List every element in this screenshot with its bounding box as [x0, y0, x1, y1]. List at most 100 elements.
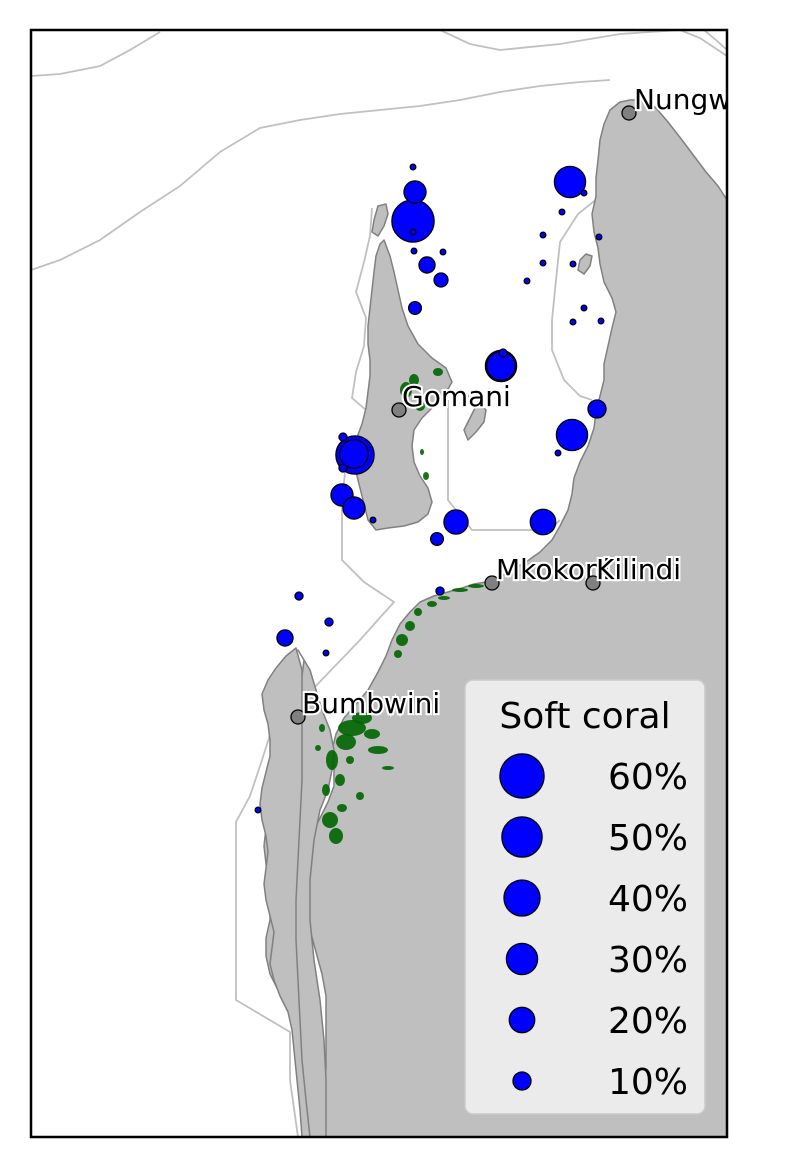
- legend-label: 20%: [608, 1001, 688, 1042]
- soft-coral-site-marker: [580, 304, 588, 312]
- soft-coral-site-marker: [254, 806, 262, 814]
- mangrove-patch: [452, 588, 468, 592]
- mangrove-patch: [356, 792, 364, 800]
- mangrove-patch: [329, 828, 343, 844]
- soft-coral-site-marker: [555, 418, 589, 452]
- town-label-kilindi: Kilindi: [596, 553, 681, 586]
- mangrove-patch: [468, 584, 484, 588]
- town-marker-gomani: [391, 402, 407, 418]
- legend-label: 50%: [608, 818, 688, 859]
- boundary-lines: [31, 30, 727, 1137]
- boundary-line: [235, 207, 396, 1137]
- soft-coral-site-marker: [338, 432, 348, 442]
- bumbwini-coast-strip: [259, 647, 311, 1137]
- soft-coral-site-marker: [553, 165, 587, 199]
- town-marker-nungwi: [621, 105, 637, 121]
- island-east-small: [577, 253, 593, 275]
- soft-coral-site-marker: [435, 586, 445, 596]
- mangrove-patch: [382, 766, 394, 770]
- mangrove-patch: [338, 720, 366, 736]
- soft-coral-site-marker: [523, 277, 531, 285]
- legend-marker: [501, 816, 543, 858]
- legend-label: 60%: [608, 757, 688, 798]
- legend-marker: [508, 1006, 536, 1034]
- soft-coral-site-marker: [409, 228, 417, 236]
- soft-coral-site-marker: [554, 449, 562, 457]
- mangrove-patch: [405, 621, 415, 631]
- mangrove-layer: [315, 368, 484, 844]
- mangrove-patch: [415, 401, 425, 411]
- soft-coral-site-marker: [569, 260, 577, 268]
- mangrove-patch: [337, 804, 347, 812]
- boundary-line: [439, 30, 727, 57]
- mangrove-patch: [364, 729, 380, 739]
- soft-coral-site-marker: [539, 231, 547, 239]
- soft-coral-site-marker: [410, 247, 418, 255]
- soft-coral-site-marker: [558, 208, 566, 216]
- mangrove-patch: [414, 608, 422, 616]
- soft-coral-sites: [254, 163, 607, 814]
- mangrove-patch: [352, 712, 372, 724]
- mangrove-patch: [322, 812, 338, 828]
- legend-entries: 60% 50% 40% 30% 20% 10%: [499, 753, 688, 1103]
- mangrove-patch: [427, 601, 437, 607]
- mangrove-patch: [396, 634, 408, 646]
- soft-coral-site-marker: [409, 163, 417, 171]
- legend-marker: [499, 753, 545, 799]
- mangrove-patch: [433, 368, 443, 376]
- town-label-nungwi: Nungwi: [634, 83, 739, 116]
- town-marker-mkokoni: [484, 575, 500, 591]
- town-label-gomani: Gomani: [402, 380, 511, 413]
- soft-coral-site-marker: [433, 272, 449, 288]
- mangrove-patch: [319, 724, 325, 732]
- mangrove-patch: [400, 382, 412, 398]
- soft-coral-site-marker: [276, 629, 294, 647]
- soft-coral-site-marker: [587, 399, 607, 419]
- soft-coral-site-marker: [539, 259, 547, 267]
- town-marker-bumbwini: [290, 709, 306, 725]
- soft-coral-site-marker: [439, 248, 447, 256]
- boundary-line: [703, 30, 727, 51]
- soft-coral-site-marker: [529, 508, 557, 536]
- boundary-line: [551, 197, 599, 401]
- legend-marker: [505, 942, 539, 976]
- map-frame: [29, 28, 729, 1139]
- island-north-small: [371, 203, 389, 237]
- soft-coral-site-marker: [391, 199, 435, 243]
- legend-label: 40%: [608, 879, 688, 920]
- town-marker-kilindi: [585, 575, 601, 591]
- mangrove-patch: [335, 774, 345, 786]
- mangrove-patch: [423, 472, 429, 480]
- soft-coral-site-marker: [407, 300, 423, 316]
- legend-title: Soft coral: [499, 696, 670, 737]
- boundary-line: [31, 79, 611, 271]
- mangrove-patch: [394, 650, 402, 658]
- legend: Soft coral 60% 50% 40% 30% 20% 10%: [464, 679, 706, 1115]
- mangrove-patch: [346, 756, 354, 764]
- boundary-line: [31, 31, 161, 77]
- soft-coral-site-marker: [595, 233, 603, 241]
- soft-coral-site-marker: [338, 463, 348, 473]
- soft-coral-site-marker: [429, 531, 445, 547]
- soft-coral-site-marker: [498, 348, 508, 358]
- mangrove-patch: [368, 746, 388, 754]
- soft-coral-site-marker: [418, 256, 436, 274]
- legend-label: 10%: [608, 1062, 688, 1103]
- mangrove-patch: [336, 734, 356, 750]
- town-label-bumbwini: Bumbwini: [302, 687, 440, 720]
- soft-coral-site-marker: [580, 189, 588, 197]
- soft-coral-site-marker: [468, 392, 476, 400]
- legend-marker: [503, 879, 541, 917]
- legend-marker: [512, 1071, 532, 1091]
- soft-coral-site-marker: [322, 649, 330, 657]
- mangrove-patch: [315, 745, 321, 751]
- soft-coral-site-marker: [597, 317, 605, 325]
- legend-label: 30%: [608, 940, 688, 981]
- soft-coral-site-marker: [443, 509, 469, 535]
- soft-coral-site-marker: [569, 318, 577, 326]
- mangrove-patch: [322, 784, 330, 796]
- soft-coral-site-marker: [294, 591, 304, 601]
- soft-coral-site-marker: [339, 439, 369, 469]
